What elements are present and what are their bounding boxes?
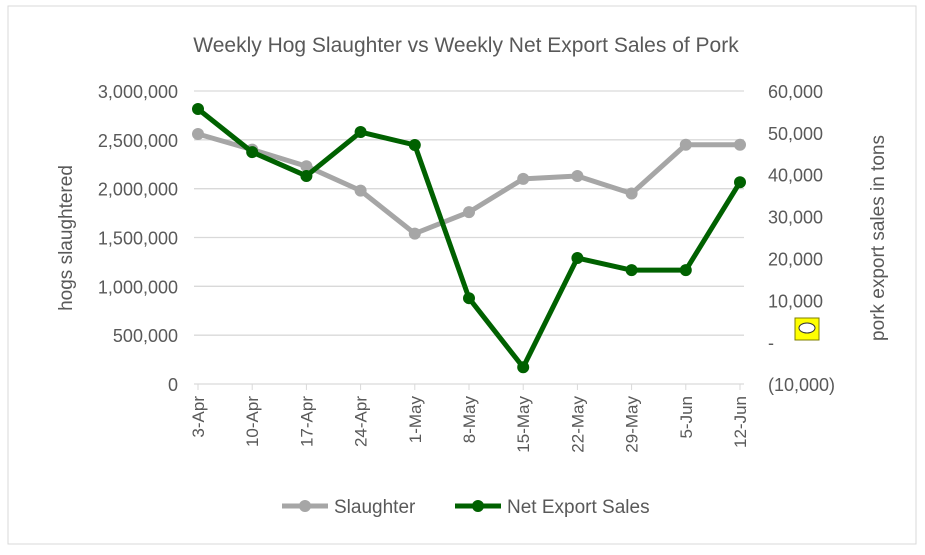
y-tick-label: 0 [168, 375, 178, 395]
legend: Slaughter Net Export Sales [282, 497, 650, 518]
x-tick-label: 12-Jun [731, 396, 750, 448]
y-tick-label: 3,000,000 [98, 82, 178, 102]
data-point-1 [354, 126, 367, 139]
x-tick-label: 3-Apr [189, 396, 208, 438]
comment-icon[interactable] [794, 317, 820, 341]
legend-label-slaughter: Slaughter [334, 497, 416, 518]
y2-tick-label: 50,000 [768, 124, 823, 144]
y2-tick-label: (10,000) [768, 375, 835, 395]
y-tick-label: 2,500,000 [98, 131, 178, 151]
y2-tick-label: 30,000 [768, 208, 823, 228]
data-point-1 [517, 361, 530, 374]
data-point-0 [734, 138, 746, 151]
data-point-0 [625, 187, 638, 200]
data-point-1 [246, 146, 259, 159]
data-point-1 [571, 252, 584, 265]
y-tick-label: 2,000,000 [98, 180, 178, 200]
legend-label-exports: Net Export Sales [507, 497, 650, 518]
data-point-1 [463, 292, 475, 305]
data-point-1 [192, 102, 204, 115]
x-tick-label: 17-Apr [297, 396, 316, 447]
x-tick-label: 10-Apr [243, 396, 262, 447]
x-tick-label: 22-May [568, 396, 587, 453]
y2-tick-label: 20,000 [768, 249, 823, 269]
chart-title: Weekly Hog Slaughter vs Weekly Net Expor… [193, 34, 739, 57]
y-axis-label: hogs slaughtered [56, 165, 77, 311]
y2-tick-label: 10,000 [768, 291, 823, 311]
data-point-1 [679, 264, 692, 277]
y2-axis-label: pork export sales in tons [868, 135, 889, 341]
y-tick-label: 500,000 [113, 326, 178, 346]
legend-marker-exports [472, 500, 484, 512]
x-tick-label: 24-Apr [352, 396, 371, 447]
y-tick-label: 1,000,000 [98, 277, 178, 297]
data-point-0 [354, 184, 367, 197]
legend-marker-slaughter [299, 500, 311, 512]
y2-tick-label: 40,000 [768, 166, 823, 186]
data-point-1 [408, 138, 421, 151]
data-point-0 [192, 127, 204, 140]
x-tick-label: 5-Jun [677, 396, 696, 439]
x-tick-label: 29-May [623, 396, 642, 453]
data-point-0 [463, 206, 475, 219]
x-tick-label: 15-May [514, 396, 533, 453]
data-point-0 [408, 227, 421, 240]
y2-tick-label: - [768, 333, 774, 353]
x-tick-label: 1-May [406, 396, 425, 444]
data-point-0 [517, 172, 530, 185]
data-point-1 [625, 264, 638, 277]
data-point-0 [571, 169, 584, 182]
y-tick-label: 1,500,000 [98, 229, 178, 249]
x-tick-label: 8-May [460, 396, 479, 444]
data-point-1 [300, 169, 313, 182]
data-point-0 [679, 138, 692, 151]
data-point-1 [734, 176, 746, 189]
data-point-0 [300, 160, 313, 173]
y2-tick-label: 60,000 [768, 82, 823, 102]
